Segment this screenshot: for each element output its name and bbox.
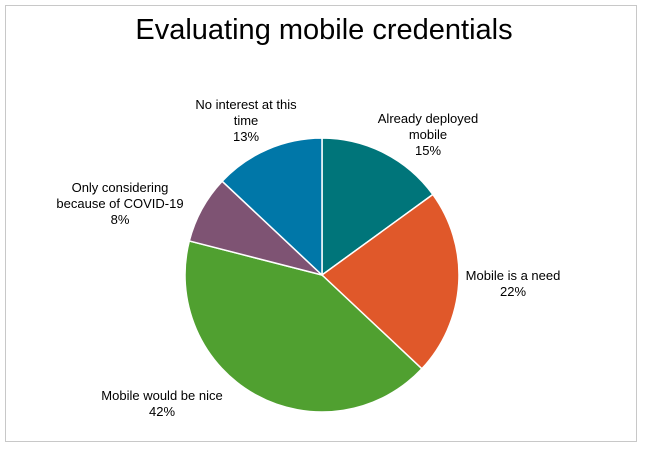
category-label: No interest at this time [195, 97, 297, 128]
value-label: 13% [232, 129, 260, 144]
slice-label: Mobile would be nice 42% [82, 388, 242, 420]
chart-frame [5, 5, 637, 442]
pie-slice [221, 137, 323, 277]
category-label: Mobile is a need [465, 268, 561, 283]
slice-label: Only considering because of COVID-19 8% [50, 180, 190, 228]
value-label: 22% [499, 284, 527, 299]
pie-slice [184, 240, 423, 413]
chart-title: Evaluating mobile credentials [135, 14, 513, 46]
value-label: 42% [148, 404, 176, 419]
category-label: Already deployed mobile [377, 111, 479, 142]
category-label: Mobile would be nice [101, 388, 223, 403]
category-label: Only considering because of COVID-19 [56, 180, 184, 211]
pie-slice [321, 137, 434, 277]
pie-slice [320, 193, 460, 370]
value-label: 15% [414, 143, 442, 158]
slice-label: No interest at this time 13% [187, 97, 305, 145]
slice-label: Mobile is a need 22% [453, 268, 573, 300]
slice-label: Already deployed mobile 15% [368, 111, 488, 159]
value-label: 8% [110, 212, 130, 227]
